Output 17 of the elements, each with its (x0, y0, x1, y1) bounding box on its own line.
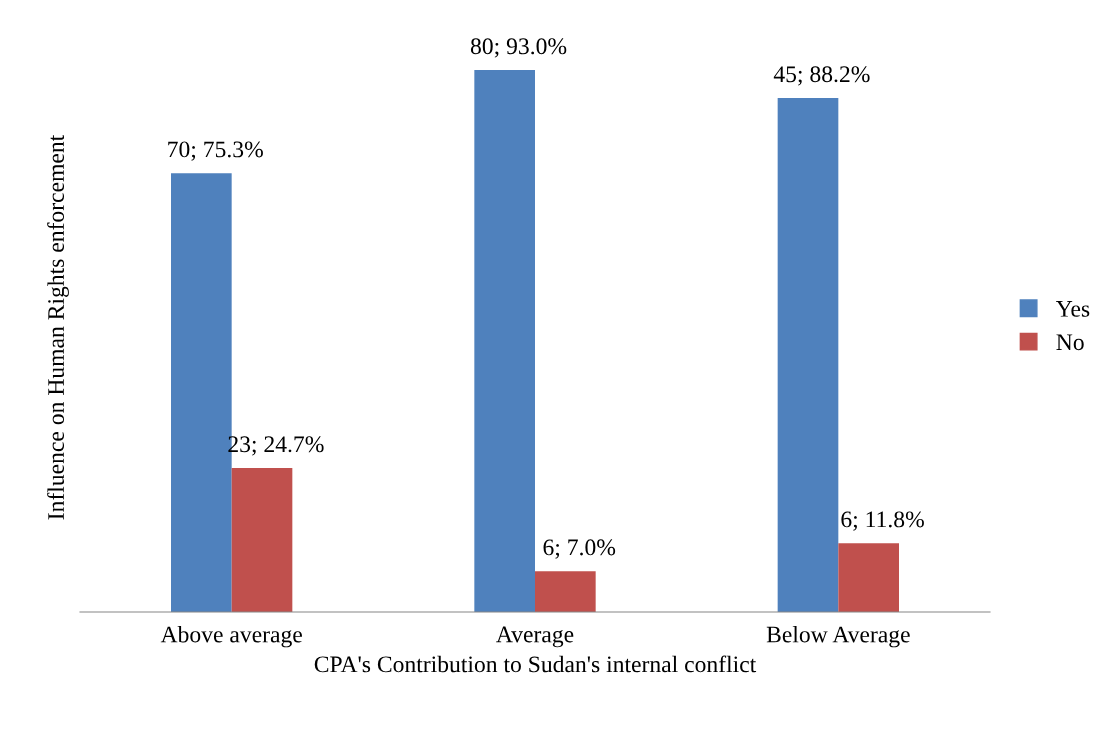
bar (231, 468, 293, 612)
x-tick-label: Average (496, 626, 574, 648)
data-label: 6; 11.8% (841, 511, 924, 531)
data-label: 70; 75.3% (168, 141, 263, 161)
x-axis-title: CPA's Contribution to Sudan's internal conflict (314, 655, 757, 673)
data-label: 80; 93.0% (470, 38, 567, 58)
x-tick-label: Above average (160, 625, 302, 648)
bar (474, 70, 535, 612)
legend-label: No (1056, 334, 1084, 351)
y-axis-title: Influence on Human Rights enforcement (47, 134, 69, 520)
bar (535, 571, 596, 612)
legend-label: Yes (1056, 301, 1090, 317)
x-tick-label: Below Average (766, 625, 910, 648)
data-label: 6; 7.0% (543, 539, 616, 559)
bar (777, 98, 839, 612)
data-label: 45; 88.2% (773, 66, 870, 86)
bar (838, 543, 899, 612)
